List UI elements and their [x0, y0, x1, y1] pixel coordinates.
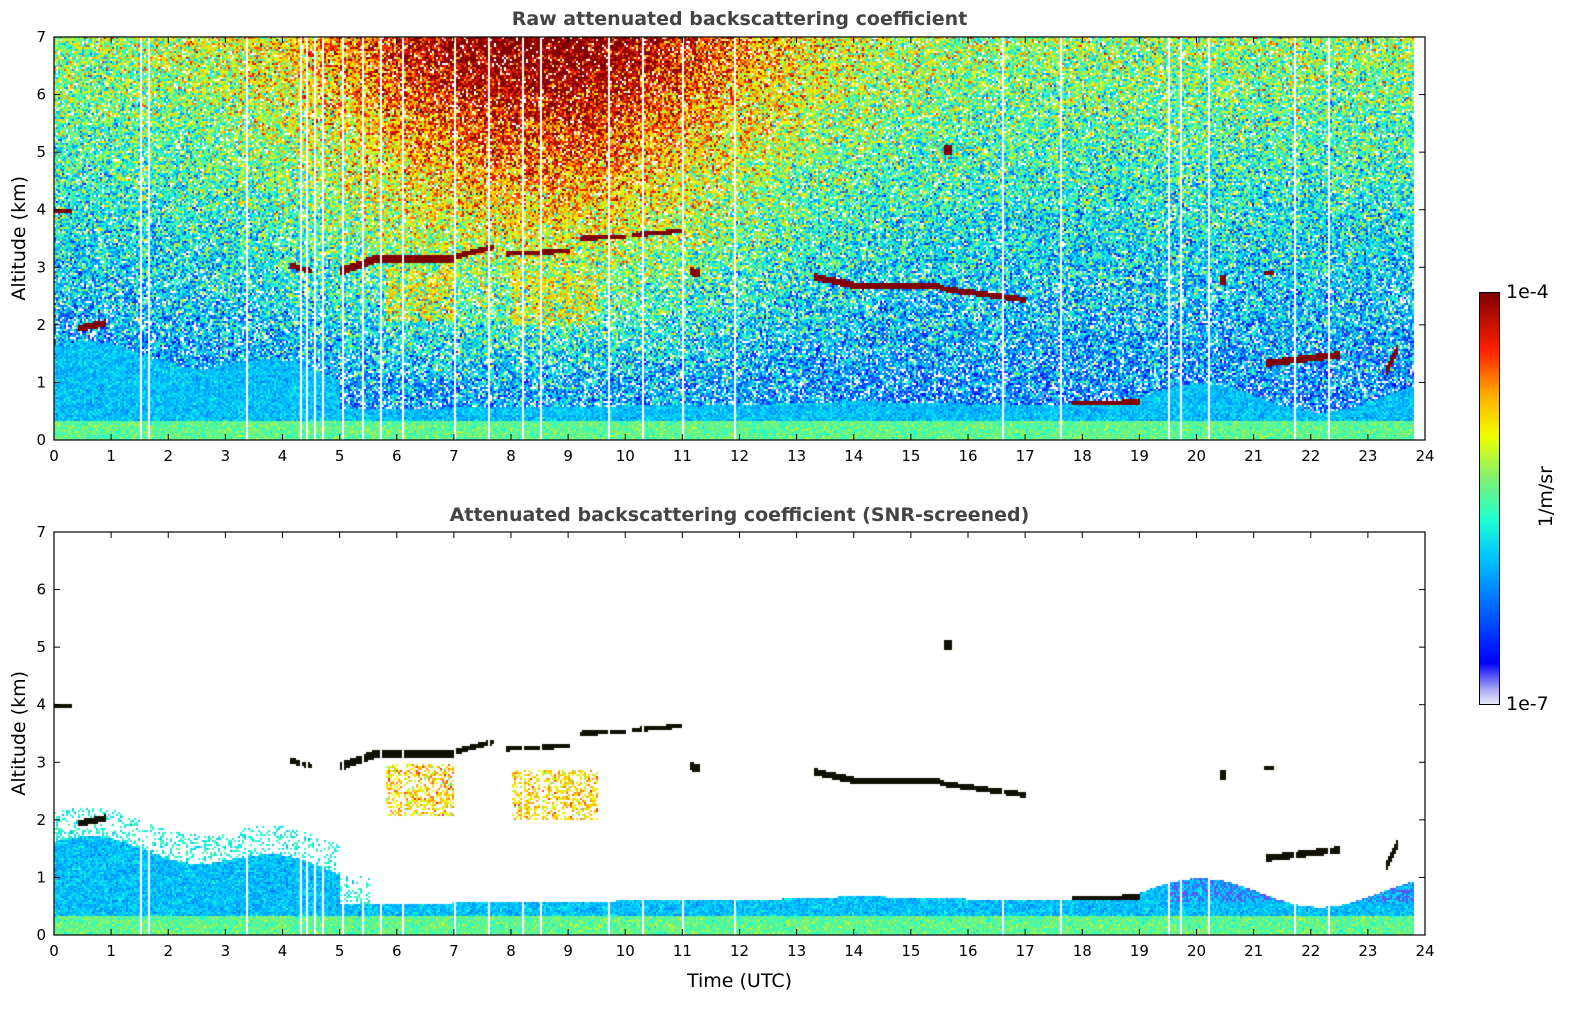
- y-tick-label: 3: [36, 258, 46, 276]
- x-tick-label: 10: [616, 942, 635, 960]
- x-tick-label: 23: [1358, 447, 1377, 465]
- x-tick-label: 24: [1415, 447, 1434, 465]
- x-tick-label: 16: [958, 447, 977, 465]
- y-tick-label: 2: [36, 316, 46, 334]
- y-tick-label: 7: [36, 523, 46, 541]
- x-tick-label: 6: [392, 447, 402, 465]
- y-tick-label: 5: [36, 143, 46, 161]
- screened-axes: 0 1 2 3 4 5 6 7 8 9 10 11 12 13 14 15 16 17 18 19 20 21 22 23 24…: [36, 523, 1434, 960]
- screened-heatmap-canvas: [54, 532, 1425, 935]
- x-tick-label: 11: [673, 447, 692, 465]
- x-tick-label: 12: [730, 942, 749, 960]
- bottom-plot-title: Attenuated backscattering coefficient (S…: [449, 504, 1030, 526]
- colorbar-min-label: 1e-7: [1506, 693, 1549, 715]
- raw-axes: 0 1 2 3 4 5 6 7 8 9 10 11 12 13 14 15 16 17 18 19 20 21 22 23 24…: [36, 28, 1434, 465]
- plot-frame: [53, 531, 1426, 936]
- x-tick-label: 3: [221, 942, 231, 960]
- top-y-axis-label: Altitude (km): [8, 176, 30, 301]
- y-tick-label: 6: [36, 86, 46, 104]
- bottom-y-axis-label: Altitude (km): [8, 671, 30, 796]
- x-tick-label: 7: [449, 447, 459, 465]
- x-tick-label: 4: [278, 447, 288, 465]
- y-tick-label: 0: [36, 926, 46, 944]
- x-tick-label: 0: [49, 447, 59, 465]
- x-tick-label: 16: [958, 942, 977, 960]
- x-tick-label: 17: [1016, 447, 1035, 465]
- colorbar: [1479, 292, 1500, 705]
- x-tick-label: 21: [1244, 942, 1263, 960]
- x-tick-label: 21: [1244, 447, 1263, 465]
- x-tick-label: 8: [506, 942, 516, 960]
- x-tick-label: 20: [1187, 447, 1206, 465]
- x-tick-label: 4: [278, 942, 288, 960]
- x-tick-label: 10: [616, 447, 635, 465]
- y-tick-label: 0: [36, 431, 46, 449]
- y-tick-label: 1: [36, 373, 46, 391]
- x-tick-label: 1: [106, 447, 116, 465]
- x-tick-label: 3: [221, 447, 231, 465]
- x-tick-label: 9: [563, 942, 573, 960]
- x-tick-label: 14: [844, 447, 863, 465]
- x-tick-label: 22: [1301, 447, 1320, 465]
- x-tick-label: 7: [449, 942, 459, 960]
- x-tick-label: 17: [1016, 942, 1035, 960]
- x-tick-label: 8: [506, 447, 516, 465]
- raw-heatmap-canvas: [54, 37, 1425, 440]
- x-tick-label: 18: [1073, 942, 1092, 960]
- x-tick-label: 11: [673, 942, 692, 960]
- x-tick-label: 20: [1187, 942, 1206, 960]
- x-tick-label: 6: [392, 942, 402, 960]
- x-tick-label: 5: [335, 942, 345, 960]
- y-tick-label: 2: [36, 811, 46, 829]
- x-tick-label: 5: [335, 447, 345, 465]
- x-tick-label: 12: [730, 447, 749, 465]
- y-tick-label: 4: [36, 201, 46, 219]
- x-tick-label: 1: [106, 942, 116, 960]
- y-tick-label: 5: [36, 638, 46, 656]
- x-tick-label: 0: [49, 942, 59, 960]
- x-tick-label: 15: [901, 447, 920, 465]
- x-tick-label: 23: [1358, 942, 1377, 960]
- x-tick-label: 18: [1073, 447, 1092, 465]
- x-tick-label: 14: [844, 942, 863, 960]
- x-axis-label: Time (UTC): [686, 970, 793, 992]
- y-tick-label: 3: [36, 753, 46, 771]
- y-tick-label: 1: [36, 868, 46, 886]
- x-tick-label: 2: [163, 447, 173, 465]
- y-tick-label: 7: [36, 28, 46, 46]
- x-tick-label: 2: [163, 942, 173, 960]
- top-plot-title: Raw attenuated backscattering coefficien…: [511, 8, 968, 30]
- screened-backscatter-heatmap: 0 1 2 3 4 5 6 7 8 9 10 11 12 13 14 15 16 17 18 19 20 21 22 23 24…: [36, 523, 1434, 960]
- x-tick-label: 15: [901, 942, 920, 960]
- raw-backscatter-heatmap: 0 1 2 3 4 5 6 7 8 9 10 11 12 13 14 15 16 17 18 19 20 21 22 23 24…: [36, 28, 1434, 465]
- x-tick-label: 13: [787, 942, 806, 960]
- y-tick-label: 4: [36, 696, 46, 714]
- y-tick-label: 6: [36, 581, 46, 599]
- x-tick-label: 22: [1301, 942, 1320, 960]
- colorbar-max-label: 1e-4: [1506, 281, 1549, 303]
- x-tick-label: 19: [1130, 447, 1149, 465]
- x-tick-label: 13: [787, 447, 806, 465]
- x-tick-label: 19: [1130, 942, 1149, 960]
- colorbar-unit-label: 1/m/sr: [1535, 466, 1557, 528]
- x-tick-label: 24: [1415, 942, 1434, 960]
- x-tick-label: 9: [563, 447, 573, 465]
- plot-frame: [53, 36, 1426, 441]
